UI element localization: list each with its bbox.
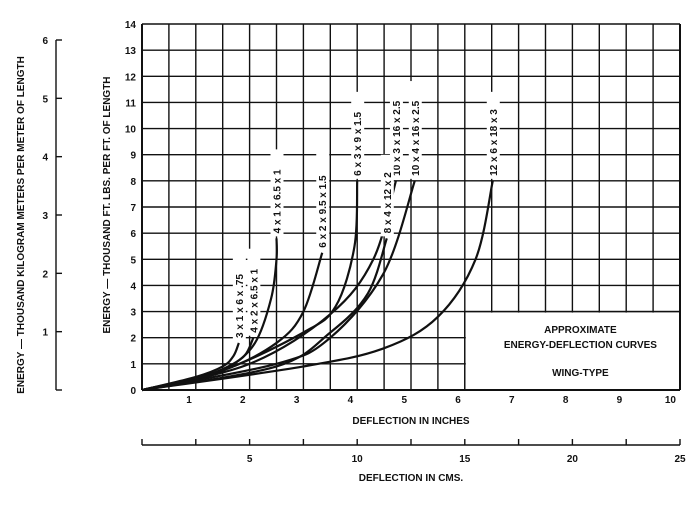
curve-label: 10 x 4 x 16 x 2.5 bbox=[411, 100, 422, 176]
curve-label: 4 x 2 x 6.5 x 1 bbox=[249, 268, 260, 332]
y-tick-label: 13 bbox=[125, 46, 137, 57]
curve-label-background bbox=[389, 81, 403, 179]
curve-label-group: 6 x 2 x 9.5 x 1.5 bbox=[316, 152, 330, 251]
y-tick-label: 10 bbox=[125, 125, 137, 136]
curve-label: 12 x 6 x 18 x 3 bbox=[489, 109, 500, 176]
y-tick-label: 14 bbox=[125, 20, 137, 31]
curve-label-group: 4 x 2 x 6.5 x 1 bbox=[247, 248, 261, 336]
curve-label-background bbox=[316, 152, 330, 251]
y2-tick-label: 1 bbox=[42, 328, 48, 339]
curve-label-group: 6 x 3 x 9 x 1.5 bbox=[351, 91, 365, 179]
curve-label-group: 10 x 4 x 16 x 2.5 bbox=[408, 81, 422, 179]
x-tick-label: 8 bbox=[563, 395, 569, 406]
curve-label-background bbox=[232, 253, 246, 341]
curve-label-background bbox=[247, 248, 261, 336]
x-tick-label: 7 bbox=[509, 395, 515, 406]
x2-tick-label: 20 bbox=[567, 454, 579, 465]
curve-series bbox=[141, 180, 494, 392]
curve-label: 6 x 3 x 9 x 1.5 bbox=[353, 111, 364, 175]
y-tick-label: 3 bbox=[130, 308, 136, 319]
curve-label: 8 x 4 x 12 x 2 bbox=[383, 172, 394, 234]
x2-axis-label: DEFLECTION IN CMS. bbox=[359, 473, 464, 484]
y2-tick-label: 5 bbox=[42, 94, 48, 105]
legend-box: APPROXIMATE ENERGY-DEFLECTION CURVES WIN… bbox=[464, 310, 680, 390]
y-tick-label: 11 bbox=[125, 98, 136, 109]
x-tick-label: 9 bbox=[617, 395, 623, 406]
curve-label: 6 x 2 x 9.5 x 1.5 bbox=[318, 175, 329, 248]
y-axis-label: ENERGY — THOUSAND FT. LBS. PER FT. OF LE… bbox=[102, 76, 113, 333]
y2-tick-label: 4 bbox=[42, 153, 48, 164]
y2-axis-label: ENERGY — THOUSAND KILOGRAM METERS PER ME… bbox=[16, 56, 27, 394]
curve-label: 10 x 3 x 16 x 2.5 bbox=[392, 100, 403, 176]
curve-label-group: 8 x 4 x 12 x 2 bbox=[380, 154, 394, 237]
y2-tick-label: 2 bbox=[42, 269, 48, 280]
curve-label-background bbox=[486, 91, 500, 179]
curve-label-background bbox=[408, 81, 422, 179]
y-tick-label: 8 bbox=[130, 177, 136, 188]
x2-tick-label: 5 bbox=[247, 454, 253, 465]
legend-line-3: WING-TYPE bbox=[552, 368, 609, 379]
y-tick-label: 6 bbox=[130, 229, 136, 240]
x-tick-label: 6 bbox=[455, 395, 461, 406]
legend-line-2: ENERGY-DEFLECTION CURVES bbox=[504, 340, 657, 351]
y-tick-label: 1 bbox=[130, 360, 136, 371]
x-tick-label: 4 bbox=[348, 395, 354, 406]
y-tick-label: 0 bbox=[130, 386, 136, 397]
curve-label-group: 10 x 3 x 16 x 2.5 bbox=[389, 81, 403, 179]
x2-tick-label: 10 bbox=[352, 454, 364, 465]
curve-label-background bbox=[270, 149, 284, 237]
x-tick-label: 2 bbox=[240, 395, 246, 406]
y2-tick-label: 6 bbox=[42, 36, 48, 47]
x-tick-label: 3 bbox=[294, 395, 300, 406]
y-tick-label: 9 bbox=[130, 151, 136, 162]
x2-tick-label: 15 bbox=[459, 454, 471, 465]
y-tick-label: 7 bbox=[130, 203, 136, 214]
y-tick-label: 2 bbox=[130, 334, 136, 345]
curve-label-group: 3 x 1 x 6 x .75 bbox=[232, 253, 246, 341]
curve-label: 3 x 1 x 6 x .75 bbox=[235, 274, 246, 338]
legend-background bbox=[465, 312, 679, 389]
curve-label-background bbox=[380, 154, 394, 237]
x2-tick-label: 25 bbox=[674, 454, 686, 465]
curve-series bbox=[141, 180, 416, 392]
x-tick-label: 5 bbox=[401, 395, 407, 406]
x-axis-label: DEFLECTION IN INCHES bbox=[352, 416, 470, 427]
y-tick-label: 4 bbox=[130, 281, 136, 292]
curve-label-group: 12 x 6 x 18 x 3 bbox=[486, 91, 500, 179]
legend-line-1: APPROXIMATE bbox=[544, 325, 617, 336]
y-tick-label: 5 bbox=[130, 255, 136, 266]
curve-label: 4 x 1 x 6.5 x 1 bbox=[273, 169, 284, 233]
y2-tick-label: 3 bbox=[42, 211, 48, 222]
y-tick-label: 12 bbox=[125, 72, 137, 83]
x-tick-label: 1 bbox=[186, 395, 192, 406]
curve-label-group: 4 x 1 x 6.5 x 1 bbox=[270, 149, 284, 237]
curves: 3 x 1 x 6 x .75 4 x 2 x 6.5 x 1 4 x 1 x 6.… bbox=[141, 81, 500, 392]
x-tick-label: 10 bbox=[665, 395, 677, 406]
curve-label-background bbox=[351, 91, 365, 179]
